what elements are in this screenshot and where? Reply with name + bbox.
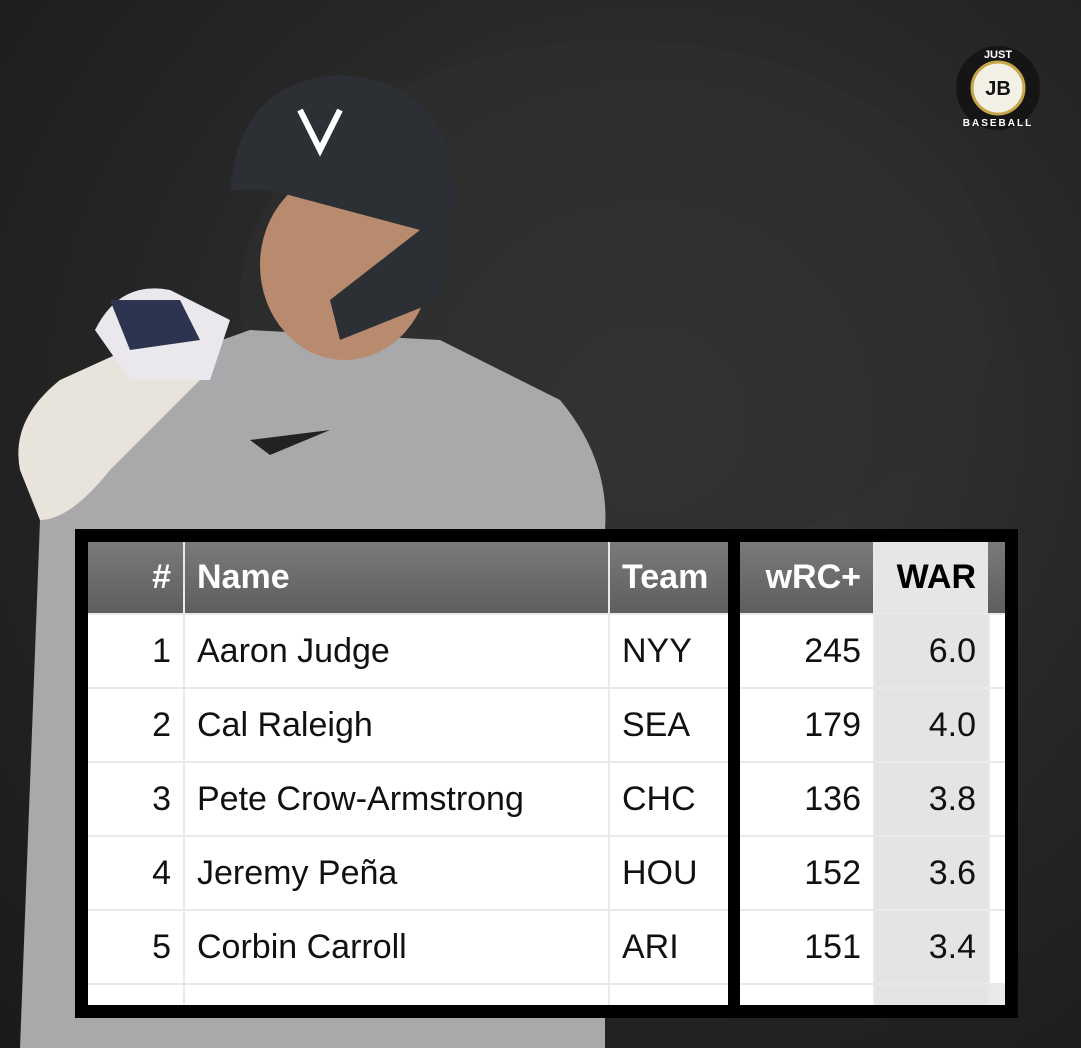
wrc-plus-cell: 152 bbox=[740, 837, 873, 909]
wrc-plus-cell: 179 bbox=[740, 689, 873, 761]
logo-top: JUST bbox=[984, 49, 1012, 61]
name-cell: Pete Crow-Armstrong bbox=[185, 763, 608, 835]
rank-cell: 2 bbox=[88, 689, 183, 761]
name-cell: Aaron Judge bbox=[185, 615, 608, 687]
name-cell: Cal Raleigh bbox=[185, 689, 608, 761]
wrc-plus-cell: 136 bbox=[740, 763, 873, 835]
rank-cell: 4 bbox=[88, 837, 183, 909]
war-cell: 6.0 bbox=[875, 615, 988, 687]
logo-center: JB bbox=[985, 78, 1011, 100]
war-cell: 4.0 bbox=[875, 689, 988, 761]
war-cell: 3.4 bbox=[875, 911, 988, 983]
team-cell: ARI bbox=[610, 911, 728, 983]
name-cell: Jeremy Peña bbox=[185, 837, 608, 909]
logo: JUST JB BASEBALL bbox=[956, 46, 1040, 130]
rank-cell: 5 bbox=[88, 911, 183, 983]
team-cell: CHC bbox=[610, 763, 728, 835]
war-cell: 3.6 bbox=[875, 837, 988, 909]
partial-row-cell bbox=[610, 985, 728, 1005]
header-wrc-plus: wRC+ bbox=[740, 542, 873, 613]
header-war: WAR bbox=[875, 542, 988, 613]
partial-row-cell bbox=[185, 985, 608, 1005]
header-rank: # bbox=[88, 542, 183, 613]
rank-cell: 1 bbox=[88, 615, 183, 687]
rank-cell: 3 bbox=[88, 763, 183, 835]
team-cell: SEA bbox=[610, 689, 728, 761]
row-filler bbox=[990, 689, 1005, 761]
header-name: Name bbox=[185, 542, 608, 613]
header-team: Team bbox=[610, 542, 728, 613]
stats-table: # Name Team wRC+ WAR 1 Aaron Judge NYY 245 6.0 2 Ca… bbox=[88, 542, 1005, 1005]
partial-row-cell bbox=[740, 985, 873, 1005]
row-filler bbox=[990, 837, 1005, 909]
war-cell: 3.8 bbox=[875, 763, 988, 835]
partial-row-cell bbox=[875, 985, 988, 1005]
team-cell: HOU bbox=[610, 837, 728, 909]
team-cell: NYY bbox=[610, 615, 728, 687]
row-filler bbox=[990, 763, 1005, 835]
wrc-plus-cell: 245 bbox=[740, 615, 873, 687]
row-filler bbox=[990, 911, 1005, 983]
logo-bottom: BASEBALL bbox=[963, 118, 1033, 129]
header-filler bbox=[988, 542, 1005, 613]
row-filler bbox=[990, 615, 1005, 687]
name-cell: Corbin Carroll bbox=[185, 911, 608, 983]
table-frame: # Name Team wRC+ WAR 1 Aaron Judge NYY 245 6.0 2 Ca… bbox=[75, 529, 1018, 1018]
partial-row-cell bbox=[88, 985, 183, 1005]
wrc-plus-cell: 151 bbox=[740, 911, 873, 983]
column-divider bbox=[728, 542, 740, 1005]
